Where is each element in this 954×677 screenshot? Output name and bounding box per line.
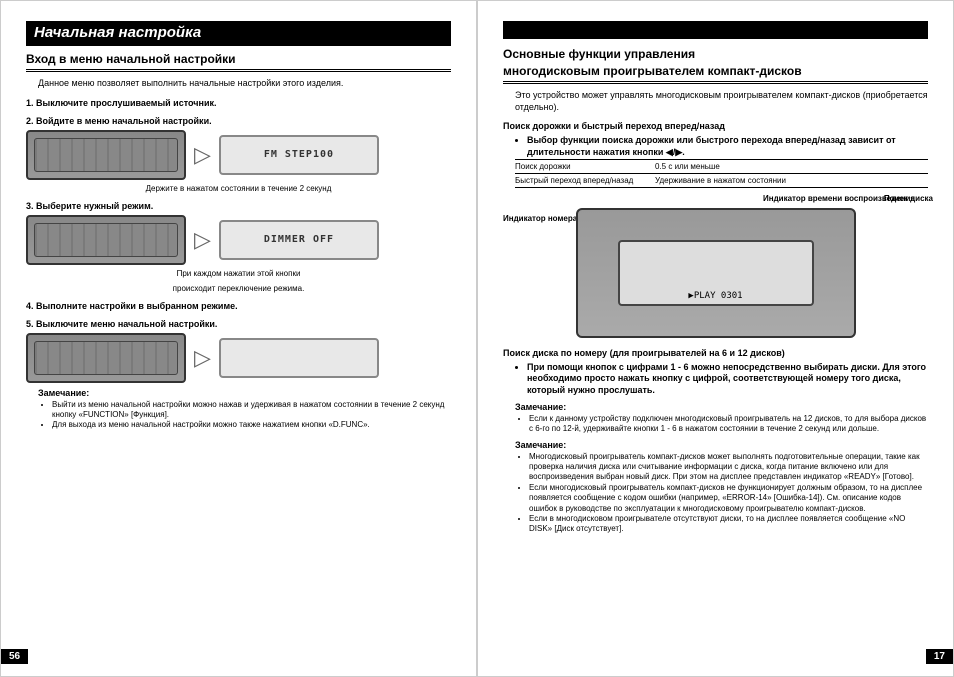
bullet-item: При помощи кнопок с цифрами 1 - 6 можно …: [527, 362, 928, 397]
bullet-item: Выбор функции поиска дорожки или быстрог…: [527, 135, 928, 158]
radio-illustration: [26, 215, 186, 265]
note-item: Если многодисковый проигрыватель компакт…: [529, 483, 928, 514]
step-1: 1. Выключите прослушиваемый источник.: [26, 98, 451, 108]
note-list: Если к данному устройству подключен мног…: [529, 414, 928, 435]
radio-illustration: [26, 333, 186, 383]
display-box-2: DIMMER OFF: [219, 220, 379, 260]
arrow-icon: ▷: [194, 227, 211, 253]
table-cell: Удерживание в нажатом состоянии: [655, 176, 928, 185]
top-bar: [503, 21, 928, 39]
section-title-1: Основные функции управления: [503, 47, 928, 64]
caption-3b: происходит переключение режима.: [26, 284, 451, 293]
section-title: Вход в меню начальной настройки: [26, 52, 451, 72]
chapter-title: Начальная настройка: [26, 21, 451, 46]
table-cell: Быстрый переход вперед/назад: [515, 176, 655, 185]
note-label: Замечание:: [515, 402, 928, 412]
display-box-1: FM STEP100: [219, 135, 379, 175]
illustration-row-3: ▷: [26, 333, 451, 383]
note-item: Многодисковый проигрыватель компакт-диск…: [529, 452, 928, 483]
note-item: Для выхода из меню начальной настройки м…: [52, 420, 451, 430]
bullet-list: Выбор функции поиска дорожки или быстрог…: [527, 135, 928, 158]
table-cell: Поиск дорожки: [515, 162, 655, 171]
page-right: Основные функции управления многодисковы…: [477, 0, 954, 677]
page-left: Начальная настройка Вход в меню начально…: [0, 0, 477, 677]
caption-3a: При каждом нажатии этой кнопки: [26, 269, 451, 278]
note-item: Выйти из меню начальной настройки можно …: [52, 400, 451, 421]
arrow-icon: ▷: [194, 142, 211, 168]
device-diagram: ▶PLAY 0301: [576, 208, 856, 338]
intro-text: Это устройство может управлять многодиск…: [515, 90, 928, 113]
caption-2: Держите в нажатом состоянии в течение 2 …: [26, 184, 451, 193]
illustration-row-2: ▷ DIMMER OFF: [26, 215, 451, 265]
illustration-row-1: ▷ FM STEP100: [26, 130, 451, 180]
note-list: Выйти из меню начальной настройки можно …: [52, 400, 451, 431]
bullet-list-2: При помощи кнопок с цифрами 1 - 6 можно …: [527, 362, 928, 397]
table-row: Быстрый переход вперед/назад Удерживание…: [515, 174, 928, 188]
note-item: Если к данному устройству подключен мног…: [529, 414, 928, 435]
intro-text: Данное меню позволяет выполнить начальны…: [38, 78, 451, 90]
arrow-icon: ▷: [194, 345, 211, 371]
diagram-screen: ▶PLAY 0301: [618, 240, 814, 306]
table-row: Поиск дорожки 0.5 с или меньше: [515, 159, 928, 174]
label-time: Индикатор времени воспроизведения: [763, 194, 883, 203]
note-list-2: Многодисковый проигрыватель компакт-диск…: [529, 452, 928, 535]
step-5: 5. Выключите меню начальной настройки.: [26, 319, 451, 329]
page-number: 56: [1, 649, 28, 664]
section-title-2: многодисковым проигрывателем компакт-дис…: [503, 64, 928, 84]
step-2: 2. Войдите в меню начальной настройки.: [26, 116, 451, 126]
step-4: 4. Выполните настройки в выбранном режим…: [26, 301, 451, 311]
table-cell: 0.5 с или меньше: [655, 162, 928, 171]
note-item: Если в многодисковом проигрывателе отсут…: [529, 514, 928, 535]
display-box-3: [219, 338, 379, 378]
subheading-2: Поиск диска по номеру (для проигрывателе…: [503, 348, 928, 358]
step-3: 3. Выберите нужный режим.: [26, 201, 451, 211]
subheading-1: Поиск дорожки и быстрый переход вперед/н…: [503, 121, 928, 131]
page-number: 17: [926, 649, 953, 664]
radio-illustration: [26, 130, 186, 180]
note-label: Замечание:: [38, 388, 451, 398]
note-label: Замечание:: [515, 440, 928, 450]
